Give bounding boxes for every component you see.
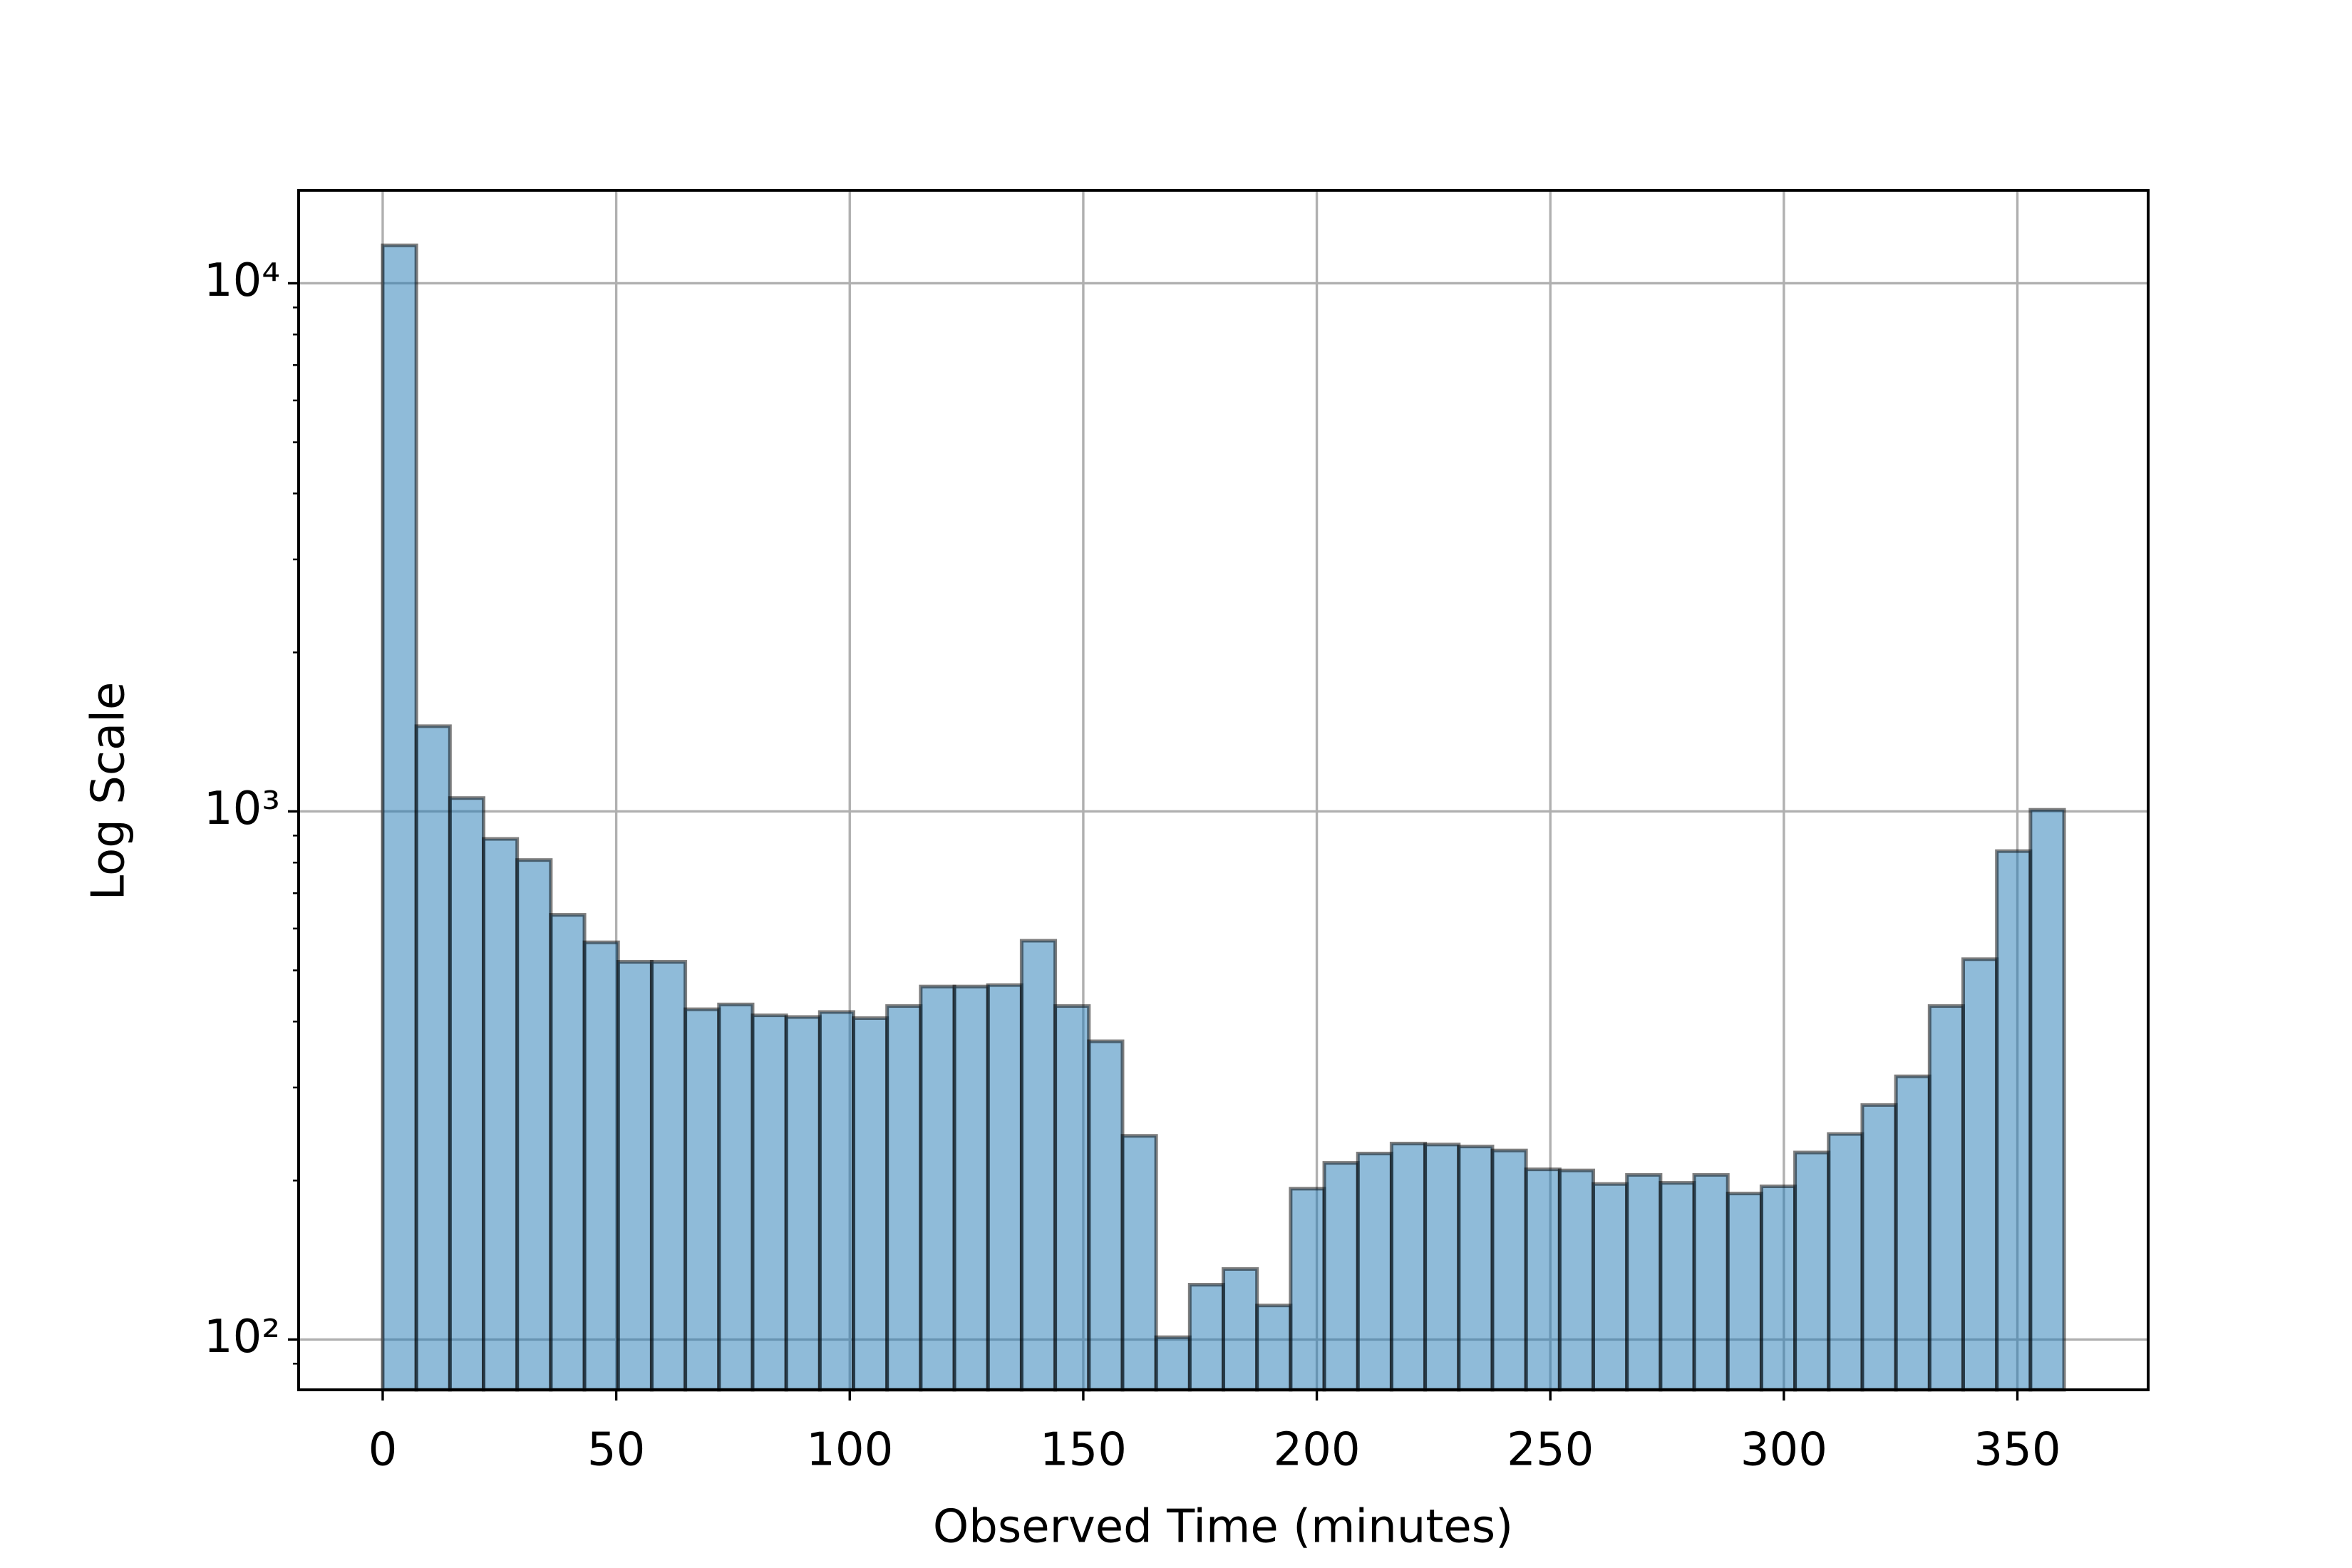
- bar: [582, 940, 620, 1392]
- bar: [1423, 1143, 1461, 1392]
- bar: [1759, 1184, 1797, 1392]
- bar: [986, 983, 1023, 1392]
- bar: [1625, 1172, 1663, 1392]
- x-tick-label: 50: [587, 1424, 645, 1477]
- bar: [1894, 1074, 1931, 1392]
- bar: [515, 858, 553, 1392]
- bar: [2028, 808, 2066, 1392]
- bar: [1592, 1182, 1629, 1392]
- bar: [1457, 1145, 1495, 1392]
- bar: [1087, 1039, 1125, 1392]
- bar: [549, 913, 587, 1392]
- bar: [1927, 1004, 1965, 1392]
- x-tick-label: 150: [1040, 1424, 1127, 1477]
- bar: [1187, 1282, 1226, 1392]
- bar: [1827, 1132, 1864, 1392]
- bar: [1222, 1267, 1259, 1392]
- bar: [1524, 1167, 1562, 1392]
- bar: [1019, 939, 1058, 1392]
- bar: [1120, 1134, 1158, 1392]
- bar: [684, 1007, 721, 1392]
- x-axis-label: Observed Time (minutes): [933, 1501, 1513, 1554]
- x-tick-label: 100: [806, 1424, 893, 1477]
- x-tick-label: 350: [1974, 1424, 2060, 1477]
- bar: [1255, 1304, 1293, 1392]
- bar: [1995, 849, 2033, 1392]
- bar: [1659, 1181, 1696, 1392]
- y-axis-label: Log Scale: [83, 682, 135, 901]
- bar: [885, 1004, 923, 1392]
- bar: [482, 837, 520, 1392]
- plot-frame: [297, 189, 2150, 1391]
- bar: [1154, 1335, 1192, 1392]
- bar: [1726, 1192, 1763, 1392]
- x-tick-label: 300: [1740, 1424, 1827, 1477]
- y-tick-label: 10²: [204, 1311, 280, 1363]
- bar: [1389, 1141, 1428, 1392]
- bar: [817, 1010, 856, 1392]
- bar: [784, 1015, 822, 1392]
- bar: [414, 724, 452, 1392]
- bar: [952, 984, 990, 1392]
- bar: [448, 796, 485, 1392]
- y-tick-label: 10³: [204, 783, 280, 835]
- bar: [616, 959, 654, 1392]
- bar: [649, 959, 688, 1392]
- bar: [1557, 1168, 1595, 1392]
- bar: [751, 1013, 788, 1392]
- x-tick-label: 250: [1507, 1424, 1594, 1477]
- x-tick-label: 0: [368, 1424, 398, 1477]
- bar: [919, 984, 956, 1392]
- bar: [1860, 1103, 1898, 1392]
- bar: [852, 1016, 889, 1392]
- y-tick-label: 10⁴: [204, 254, 280, 307]
- x-tick-label: 200: [1273, 1424, 1360, 1477]
- bar: [1793, 1150, 1831, 1392]
- bar: [1490, 1148, 1528, 1392]
- bar: [717, 1002, 755, 1392]
- bar: [1356, 1151, 1393, 1392]
- bar: [381, 243, 418, 1392]
- bar: [1289, 1187, 1326, 1392]
- bar: [1053, 1004, 1091, 1392]
- bar: [1961, 957, 1999, 1392]
- bar: [1692, 1172, 1730, 1392]
- bar: [1322, 1161, 1360, 1392]
